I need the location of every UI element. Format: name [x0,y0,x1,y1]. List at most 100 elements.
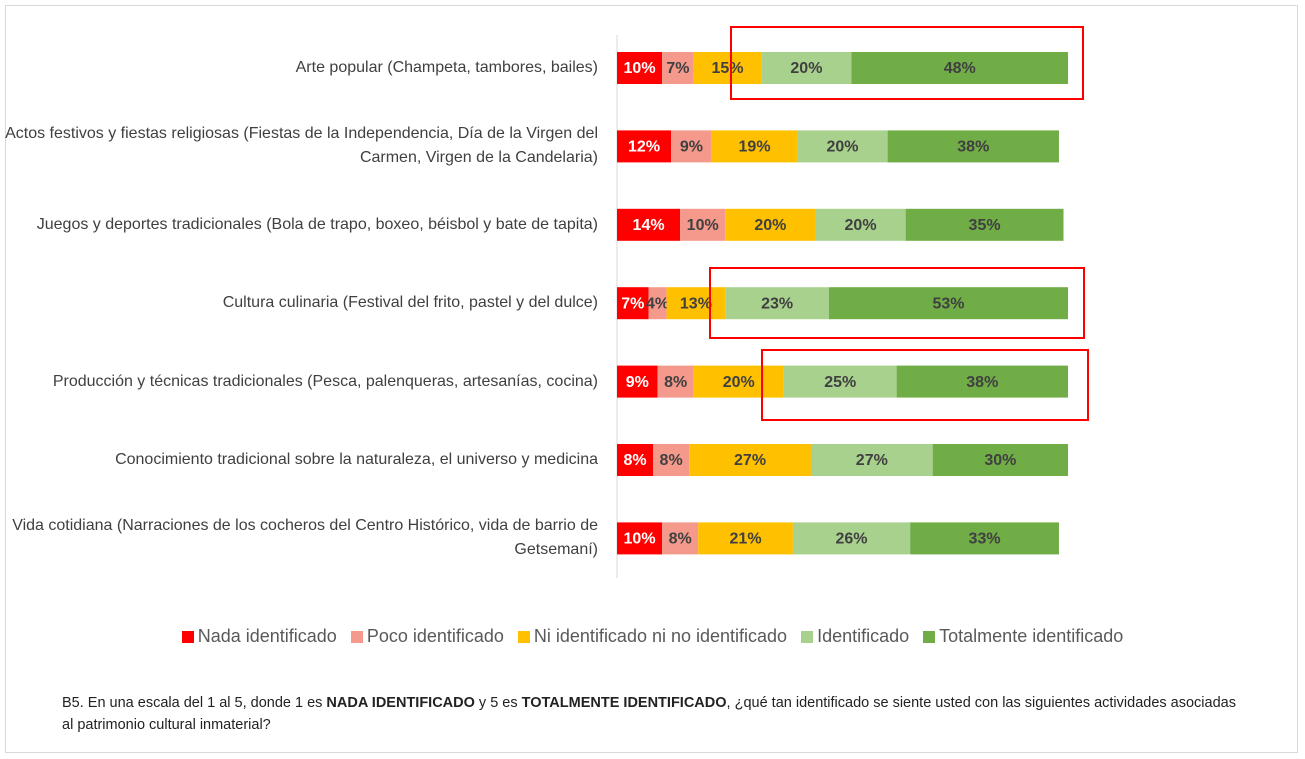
legend-item: Identificado [801,626,909,647]
bar-segment [671,130,712,163]
legend-swatch [801,630,814,643]
bar-segment [617,208,681,241]
category-label: Arte popular (Champeta, tambores, bailes… [295,59,598,76]
value-label: 8% [669,531,692,548]
value-label: 4% [646,295,669,312]
value-label: 12% [628,139,660,156]
legend-label: Poco identificado [366,626,504,646]
bar-segment [932,444,1068,476]
bars: 10% 7% 15% 20% 48% 12% 9% 19% 20% 38% 14% 10% 20% 20%… [617,52,1068,555]
bar-segment [761,52,852,84]
note-bold: NADA IDENTIFICADO [326,695,475,711]
bar-segment [680,208,726,241]
note-text: y 5 es [474,695,522,711]
note-text: , ¿qué tan identificado se siente usted … [62,695,1236,733]
highlight-box [761,349,1089,421]
bar-segment [725,208,816,241]
legend-swatch [181,630,194,643]
bar-segment [617,522,663,555]
category-label: Vida cotidiana (Narraciones de los coche… [12,517,598,559]
legend-swatch [350,630,363,643]
category-label: Actos festivos y fiestas religiosas (Fie… [5,125,598,167]
value-label: 33% [969,531,1001,548]
bar-segment [887,130,1059,163]
bar-segment [698,522,793,555]
note-text: B5. En una escala del 1 al 5, donde 1 es [62,695,327,711]
value-label: 14% [633,217,665,234]
value-label: 48% [944,60,976,77]
bar-segment [711,130,798,163]
value-label: 8% [660,452,683,469]
frame [5,5,1298,753]
value-label: 10% [687,217,719,234]
legend-item: Poco identificado [350,626,504,647]
bar-segment [657,365,694,398]
bar-segment [689,444,811,476]
value-label: 30% [984,452,1016,469]
value-label: 53% [932,295,964,312]
bar-segment [797,130,888,163]
value-label: 27% [734,452,766,469]
bar-segment [828,287,1068,320]
bar-segment [693,52,762,84]
bar-segment [693,365,784,398]
value-label: 19% [739,139,771,156]
bar-segment [662,522,699,555]
note-bold: TOTALMENTE IDENTIFICADO [521,695,727,711]
bar-segment [666,287,726,320]
category-label: Producción y técnicas tradicionales (Pes… [52,372,598,390]
bar-segment [905,208,1064,241]
value-label: 35% [969,217,1001,234]
legend-swatch [923,630,936,643]
value-label: 21% [730,531,762,548]
value-label: 20% [826,139,858,156]
value-label: 23% [761,295,793,312]
value-label: 27% [856,452,888,469]
value-label: 9% [680,139,703,156]
legend: Nada identificado Poco identificado Ni ide… [0,626,1305,647]
bar-segment [815,208,906,241]
bar-segment [648,287,667,320]
bar-segment [662,52,694,84]
bar-segment [810,444,933,476]
legend-item: Totalmente identificado [923,626,1123,647]
value-label: 25% [824,374,856,391]
bar-segment [896,365,1068,398]
category-label: Conocimiento tradicional sobre la natura… [115,451,598,468]
note: B5. En una escala del 1 al 5, donde 1 es… [62,692,1242,736]
value-label: 8% [623,452,646,469]
category-label: Juegos y deportes tradicionales (Bola de… [36,215,598,233]
bar-segment [653,444,690,476]
bar-segment [617,52,663,84]
bar-segment [725,287,829,320]
legend-label: Totalmente identificado [939,626,1124,646]
value-label: 10% [624,531,656,548]
value-label: 7% [666,60,689,77]
bar-segment [617,130,672,163]
bar-segment [617,287,649,320]
value-label: 20% [845,217,877,234]
value-label: 38% [966,374,998,391]
value-label: 9% [626,374,649,391]
highlight-box [730,26,1084,100]
value-label: 13% [680,295,712,312]
value-label: 26% [836,531,868,548]
value-label: 20% [723,374,755,391]
legend-swatch [517,630,530,643]
value-label: 20% [754,217,786,234]
bar-segment [851,52,1068,84]
bar-segment [910,522,1059,555]
value-label: 10% [624,60,656,77]
bar-segment [617,365,658,398]
legend-label: Nada identificado [197,626,337,646]
value-label: 8% [664,374,687,391]
legend-item: Ni identificado ni no identificado [517,626,788,647]
bar-segment [783,365,897,398]
bar-segment [617,444,654,476]
legend-label: Ni identificado ni no identificado [533,626,788,646]
value-label: 38% [957,139,989,156]
value-label: 15% [711,60,743,77]
value-label: 7% [621,295,644,312]
